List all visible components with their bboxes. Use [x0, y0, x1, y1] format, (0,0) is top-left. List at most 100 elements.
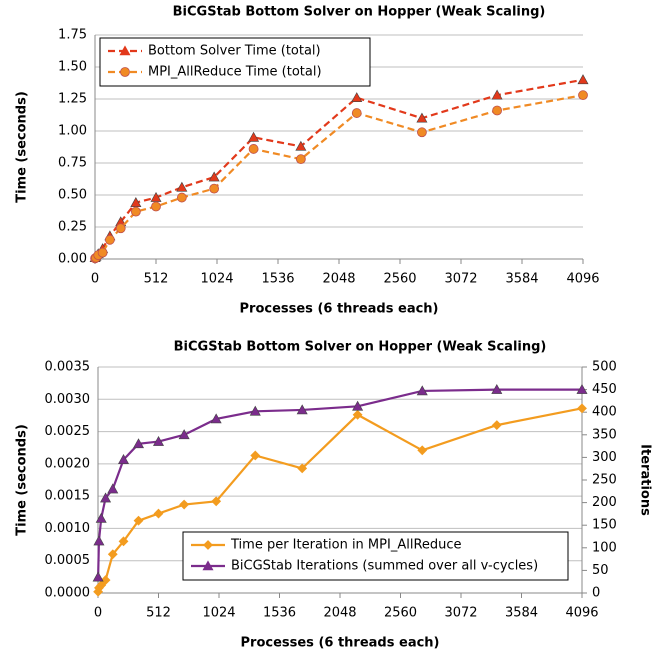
- marker: [249, 405, 261, 416]
- x-tick-label: 1024: [200, 272, 233, 287]
- marker: [100, 575, 111, 586]
- marker: [351, 108, 362, 118]
- y-tick-label: 0.0000: [45, 586, 91, 601]
- series-line: [94, 78, 584, 259]
- y-tick-label: 0.0010: [45, 521, 91, 536]
- marker: [209, 183, 220, 194]
- x-tick-label: 3584: [505, 606, 538, 621]
- chart-title: BiCGStab Bottom Solver on Hopper (Weak S…: [174, 340, 547, 355]
- y-tick-label: 1.00: [58, 124, 87, 139]
- y-axis-label: Time (seconds): [15, 91, 30, 203]
- y-tick-label: 0.0035: [45, 360, 91, 375]
- marker: [107, 549, 118, 560]
- y2-tick-label: 250: [592, 473, 617, 488]
- legend-box: [99, 37, 371, 87]
- y-tick-label: 0.0005: [45, 553, 91, 568]
- x-tick-label: 2560: [384, 606, 417, 621]
- marker: [97, 247, 108, 258]
- x-tick-label: 4096: [565, 606, 598, 621]
- series-line: [94, 94, 584, 260]
- marker: [133, 438, 145, 449]
- x-tick-label: 0: [94, 606, 102, 621]
- y-tick-label: 1.75: [58, 28, 87, 43]
- legend-label: MPI_AllReduce Time (total): [148, 65, 322, 80]
- marker: [100, 492, 112, 503]
- marker: [577, 74, 589, 85]
- marker: [352, 409, 363, 420]
- marker: [295, 154, 306, 165]
- x-tick-label: 1024: [202, 606, 235, 621]
- y2-axis-label: Iterations: [638, 444, 652, 516]
- marker: [176, 192, 187, 203]
- x-tick-label: 2560: [383, 272, 416, 287]
- marker: [351, 92, 363, 103]
- legend-box: [182, 531, 569, 581]
- y2-tick-label: 350: [592, 427, 617, 442]
- y-tick-label: 0.50: [58, 188, 87, 203]
- y-tick-label: 0.0020: [45, 456, 91, 471]
- x-tick-label: 0: [91, 272, 99, 287]
- marker: [211, 496, 222, 507]
- x-tick-label: 2048: [323, 606, 356, 621]
- series-line: [97, 388, 582, 578]
- marker: [491, 420, 502, 431]
- marker: [92, 571, 104, 582]
- marker: [107, 483, 119, 494]
- marker: [208, 171, 220, 182]
- marker: [96, 580, 107, 591]
- marker: [248, 131, 260, 142]
- marker: [152, 435, 165, 446]
- marker: [104, 234, 115, 245]
- y2-tick-label: 0: [592, 586, 600, 601]
- legend-label: Time per Iteration in MPI_AllReduce: [230, 538, 462, 553]
- x-axis-label: Processes (6 threads each): [241, 636, 440, 651]
- marker: [417, 445, 428, 456]
- y-tick-label: 0.25: [58, 220, 87, 235]
- x-tick-label: 2048: [322, 272, 355, 287]
- marker: [203, 540, 213, 550]
- y2-tick-label: 100: [592, 540, 617, 555]
- y-tick-label: 1.50: [58, 60, 87, 75]
- y2-tick-label: 400: [592, 405, 617, 420]
- marker: [151, 201, 161, 212]
- marker: [176, 181, 188, 192]
- marker: [416, 112, 428, 123]
- marker: [352, 400, 364, 411]
- marker: [133, 515, 144, 526]
- x-tick-label: 1536: [263, 606, 296, 621]
- y-tick-label: 0.0015: [45, 489, 91, 504]
- x-tick-label: 3584: [505, 272, 538, 287]
- y2-tick-label: 300: [592, 450, 617, 465]
- marker: [491, 383, 503, 394]
- marker: [577, 403, 587, 414]
- y-tick-label: 0.0025: [45, 424, 91, 439]
- legend-label: Bottom Solver Time (total): [148, 44, 321, 59]
- marker: [179, 499, 190, 510]
- marker: [130, 206, 141, 217]
- marker: [248, 144, 259, 154]
- marker: [202, 560, 214, 571]
- marker: [492, 105, 502, 116]
- x-tick-label: 512: [146, 606, 171, 621]
- marker: [130, 197, 142, 207]
- marker: [93, 535, 105, 546]
- y2-tick-label: 450: [592, 382, 617, 397]
- marker: [491, 89, 503, 100]
- marker: [576, 383, 588, 394]
- marker: [250, 450, 261, 461]
- y-tick-label: 0.75: [58, 156, 87, 171]
- marker: [417, 127, 427, 138]
- y2-tick-label: 150: [592, 518, 617, 533]
- marker: [150, 191, 162, 202]
- y-tick-label: 0.00: [58, 252, 87, 267]
- y-tick-label: 1.25: [58, 92, 87, 107]
- y-axis-label: Time (seconds): [15, 424, 30, 536]
- marker: [115, 223, 126, 234]
- marker: [210, 413, 222, 424]
- y2-tick-label: 200: [592, 495, 617, 510]
- x-tick-label: 1536: [261, 272, 294, 287]
- x-tick-label: 3072: [444, 606, 477, 621]
- marker: [297, 463, 308, 474]
- marker: [118, 536, 129, 547]
